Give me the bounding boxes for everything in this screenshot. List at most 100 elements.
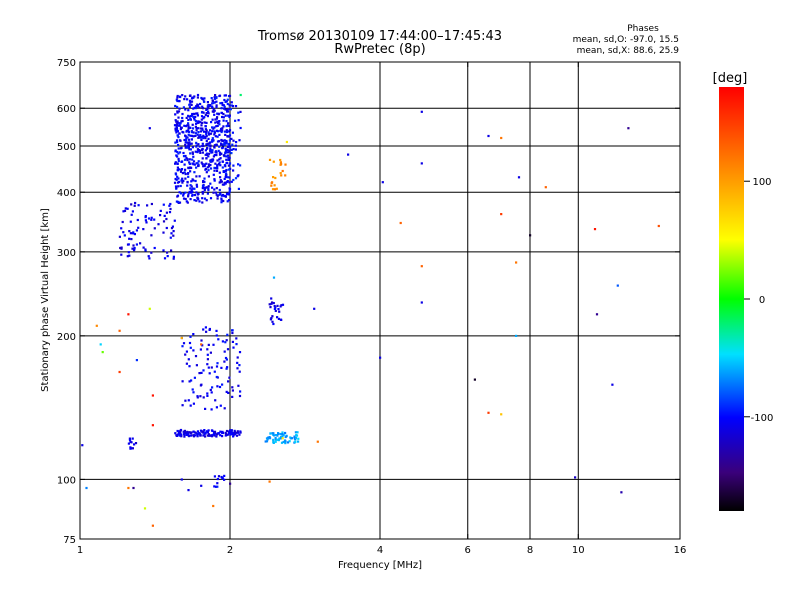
data-point	[207, 110, 210, 113]
data-point	[176, 155, 179, 158]
data-point	[285, 435, 288, 438]
data-point	[221, 104, 224, 107]
data-point	[223, 130, 226, 133]
data-point	[294, 431, 297, 434]
data-point	[200, 111, 204, 114]
data-point	[178, 100, 181, 103]
data-point	[210, 391, 213, 394]
data-point	[151, 524, 154, 527]
data-point	[273, 307, 276, 310]
data-point	[204, 167, 208, 170]
data-point	[206, 348, 209, 351]
data-point	[216, 116, 219, 119]
data-point	[218, 161, 221, 164]
data-point	[277, 439, 280, 442]
data-point	[128, 237, 131, 240]
data-point	[128, 230, 131, 233]
data-point	[220, 197, 223, 200]
data-point	[213, 485, 216, 488]
data-point	[277, 308, 280, 311]
data-point	[224, 194, 227, 198]
data-point	[187, 114, 190, 117]
data-point	[192, 430, 195, 433]
data-point	[191, 162, 194, 165]
x-tick-label: 4	[377, 545, 383, 556]
data-point	[139, 242, 142, 245]
data-point	[206, 147, 209, 150]
data-point	[194, 179, 197, 183]
data-point	[180, 478, 183, 481]
data-point	[207, 175, 210, 178]
data-point	[190, 97, 194, 100]
data-point	[194, 434, 197, 437]
data-point	[219, 176, 222, 179]
data-point	[224, 108, 227, 111]
data-point	[191, 388, 194, 391]
data-point	[273, 305, 276, 308]
data-point	[224, 133, 227, 136]
data-point	[203, 433, 206, 436]
data-point	[187, 143, 190, 146]
data-point	[192, 187, 195, 190]
data-point	[175, 434, 178, 437]
data-point	[223, 98, 226, 102]
data-point	[225, 367, 228, 370]
data-point	[284, 431, 287, 435]
data-point	[187, 166, 190, 169]
data-point	[207, 185, 210, 188]
data-point	[500, 213, 503, 216]
data-point	[275, 434, 278, 437]
data-point	[175, 139, 179, 142]
data-point	[211, 106, 214, 109]
data-point	[177, 136, 180, 139]
data-point	[191, 112, 194, 116]
data-point	[218, 385, 222, 389]
data-point	[181, 116, 184, 120]
data-point	[227, 151, 230, 154]
data-point	[200, 124, 203, 127]
data-point	[204, 128, 207, 131]
data-point	[230, 430, 233, 433]
data-point	[202, 396, 205, 399]
data-point	[201, 97, 204, 100]
data-point	[177, 177, 180, 180]
data-point	[203, 100, 206, 103]
data-point	[238, 394, 242, 398]
data-point	[227, 164, 230, 167]
data-point	[233, 431, 236, 434]
data-point	[193, 193, 197, 197]
data-point	[187, 358, 190, 361]
data-point	[219, 164, 222, 167]
data-point	[176, 94, 179, 98]
data-point	[220, 198, 223, 201]
data-point	[178, 434, 181, 437]
data-point	[193, 106, 196, 109]
data-point	[281, 433, 284, 436]
data-point	[199, 102, 202, 106]
data-point	[228, 115, 231, 119]
data-point	[231, 143, 234, 146]
data-point	[231, 431, 234, 435]
data-point	[190, 185, 193, 188]
data-point	[189, 143, 192, 146]
data-point	[187, 122, 190, 125]
data-point	[220, 201, 223, 204]
data-point	[274, 438, 277, 441]
data-point	[196, 395, 199, 398]
data-point	[187, 193, 190, 196]
data-point	[616, 284, 619, 287]
data-point	[222, 119, 225, 122]
data-point	[179, 139, 182, 142]
data-point	[133, 246, 136, 250]
data-point	[201, 192, 204, 195]
data-point	[270, 297, 273, 300]
data-point	[165, 217, 168, 221]
data-point	[187, 432, 190, 435]
data-point	[184, 108, 187, 111]
data-point	[174, 113, 177, 116]
data-point	[213, 101, 216, 104]
data-point	[225, 155, 228, 158]
data-point	[213, 370, 216, 373]
colorbar-tick-label: -100	[751, 413, 774, 424]
data-point	[221, 101, 224, 105]
